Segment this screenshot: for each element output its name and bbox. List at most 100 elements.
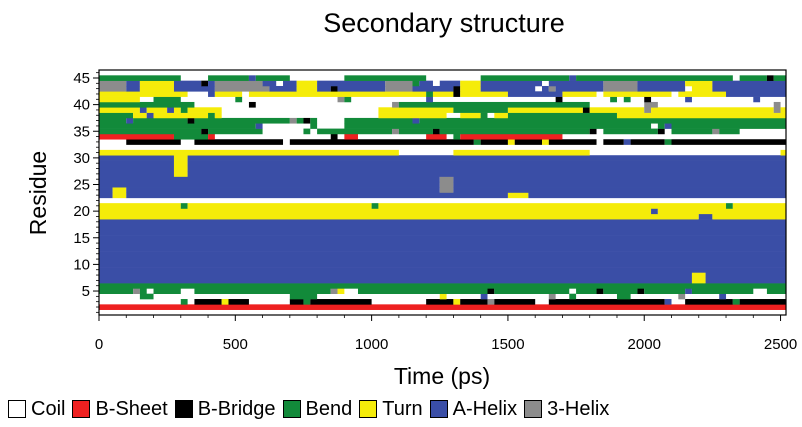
y-axis-label: Residue [25, 151, 51, 235]
heatmap-cell-a-helix [317, 80, 386, 87]
heatmap-cell-a-helix [126, 192, 508, 199]
heatmap-cell-bend [194, 117, 290, 124]
heatmap-cell-3-helix [548, 293, 556, 300]
y-tick-label: 20 [73, 203, 90, 220]
heatmap-cell-bend [644, 288, 686, 294]
heatmap-cell-3-helix [385, 80, 413, 87]
heatmap-cell-b-bridge [201, 128, 209, 135]
heatmap-cell-bend [671, 128, 713, 135]
heatmap-cell-3-helix [392, 128, 399, 135]
heatmap-cell-a-helix [99, 187, 113, 193]
heatmap-cell-bend [208, 112, 215, 119]
y-axis: 5 10 15 20 25 30 35 40 45 [73, 70, 99, 313]
heatmap-cell-bend [603, 128, 658, 135]
heatmap-cell-3-helix [773, 101, 781, 108]
heatmap-cell-3-helix [133, 288, 140, 294]
heatmap-cell-3-helix [99, 80, 127, 87]
heatmap-cell-a-helix [167, 107, 174, 113]
heatmap-cell-b-bridge [194, 139, 284, 145]
heatmap-cell-bend [473, 139, 481, 145]
heatmap-cell-bend [412, 80, 420, 87]
heatmap-cell-turn [712, 213, 786, 220]
heatmap-cell-bend [208, 75, 249, 81]
heatmap-cell-a-helix [453, 181, 786, 188]
heatmap-cell-a-helix [453, 176, 786, 183]
chart-title: Secondary structure [323, 8, 565, 38]
legend-item-turn: Turn [359, 398, 423, 421]
y-tick-label: 15 [73, 230, 90, 247]
heatmap-cell-b-bridge [194, 299, 222, 305]
heatmap-cell-bend [194, 288, 331, 294]
heatmap-cell-b-bridge [644, 96, 652, 103]
heatmap-cell-turn [378, 203, 727, 209]
heatmap-cell-a-helix [623, 139, 631, 145]
heatmap-cell-b-bridge [453, 91, 461, 97]
heatmap-cell-a-helix [208, 91, 215, 97]
legend-item-bend: Bend [282, 398, 352, 421]
heatmap-cell-a-helix [664, 299, 672, 305]
heatmap-cell-b-bridge [685, 299, 733, 305]
heatmap-cell-a-helix [99, 229, 786, 236]
heatmap-cell-a-helix [705, 277, 786, 284]
y-tick-label: 10 [73, 256, 90, 273]
legend-item-b-sheet: B-Sheet [72, 397, 168, 421]
heatmap-cell-a-helix [412, 117, 420, 124]
legend-item-3-helix: 3-Helix [524, 398, 609, 421]
heatmap-cell-b-bridge [187, 117, 195, 124]
heatmap-cell-b-sheet [426, 133, 447, 140]
heatmap-cell-3-helix [337, 96, 345, 103]
heatmap-cell-turn [589, 107, 645, 113]
heatmap-cell-turn [453, 299, 461, 305]
heatmap-cell-turn [99, 213, 699, 220]
heatmap-cell-turn [173, 171, 188, 177]
legend-swatch [524, 400, 543, 418]
legend-swatch [359, 400, 378, 418]
y-tick-label: 35 [73, 123, 90, 140]
heatmap-cell-a-helix [283, 80, 297, 87]
legend-label: B-Sheet [95, 397, 168, 420]
heatmap-cell-turn [173, 107, 181, 113]
heatmap-cell-a-helix [187, 160, 787, 167]
heatmap-cell-bend [99, 101, 195, 108]
heatmap-cell-bend [310, 123, 318, 129]
heatmap-cell-turn [99, 203, 181, 209]
heatmap-cell-bend [419, 117, 786, 124]
heatmap-cell-a-helix [99, 181, 440, 188]
legend-item-a-helix: A-Helix [429, 398, 517, 421]
heatmap-cell-a-helix [139, 107, 147, 113]
secondary-structure-chart: Secondary structure 0 500 1000 1500 2000 2500… [25, 8, 797, 389]
heatmap-cell-3-helix [385, 85, 413, 92]
heatmap-cell-bend [453, 107, 508, 113]
heatmap-cell-turn [678, 91, 727, 97]
heatmap-cell-bend [289, 293, 318, 300]
heatmap-cell-turn [507, 107, 583, 113]
heatmap-cell-bend [576, 75, 733, 81]
heatmap-cell-a-helix [99, 245, 786, 252]
heatmap-cell-a-helix [419, 80, 433, 87]
heatmap-cell-b-bridge [603, 139, 624, 145]
heatmap-cell-b-bridge [582, 107, 590, 113]
heatmap-cell-a-helix [99, 165, 174, 172]
heatmap-cell-bend [439, 128, 590, 135]
heatmap-cell-turn [439, 293, 447, 300]
heatmap-cell-3-helix [289, 117, 297, 124]
heatmap-cell-3-helix [439, 181, 454, 188]
heatmap-cell-turn [432, 91, 454, 97]
heatmap-cell-bend [732, 299, 740, 305]
heatmap-cell-bend [255, 75, 290, 81]
heatmap-cell-a-helix [542, 85, 549, 92]
heatmap-cell-bend [726, 203, 733, 209]
legend-label: Coil [31, 397, 66, 420]
heatmap-cell-3-helix [644, 107, 652, 113]
heatmap-cell-bend [139, 293, 154, 300]
heatmap-cell-a-helix [126, 117, 134, 124]
heatmap-cell-b-bridge [201, 80, 209, 87]
heatmap-cell-turn [99, 208, 652, 215]
heatmap-cell-3-helix [439, 176, 454, 183]
heatmap-cell-bend [494, 288, 570, 294]
heatmap-cell-a-helix [753, 96, 761, 103]
heatmap-cell-turn [99, 96, 140, 103]
heatmap-cell-3-helix [330, 288, 338, 294]
x-tick-label: 2500 [764, 336, 797, 353]
heatmap-cell-turn [99, 91, 188, 97]
